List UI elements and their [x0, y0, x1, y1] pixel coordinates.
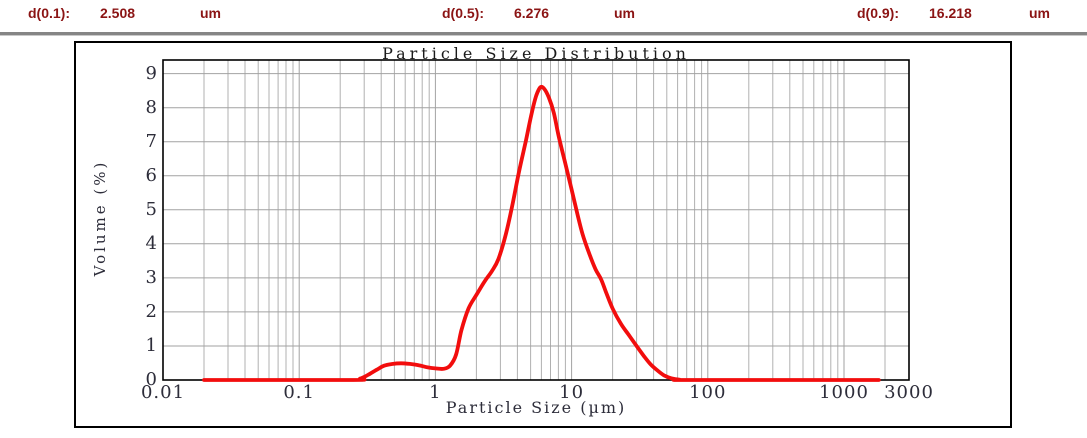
y-tick-label: 8 [145, 96, 158, 118]
y-tick-label: 5 [145, 198, 158, 220]
y-tick-label: 0 [145, 369, 158, 390]
x-tick-label: 0.1 [283, 382, 315, 403]
y-tick-label: 7 [145, 130, 158, 152]
y-tick-label: 3 [145, 266, 158, 288]
plot-border [162, 59, 910, 381]
d90-value: 16.218 [929, 5, 972, 21]
y-tick-label: 4 [145, 232, 158, 254]
d10-label: d(0.1): [28, 5, 70, 21]
header-divider [0, 32, 1087, 36]
x-tick-label: 1 [429, 382, 442, 403]
y-tick-label: 6 [145, 164, 158, 186]
d50-unit: um [614, 5, 635, 21]
x-tick-label: 1000 [819, 382, 869, 403]
d10-value: 2.508 [100, 5, 136, 21]
x-tick-label: 0.01 [140, 382, 186, 403]
x-tick-label: 10 [559, 382, 585, 403]
d90-unit: um [1029, 5, 1050, 21]
y-tick-label: 9 [145, 62, 158, 84]
x-tick-label: 3000 [884, 382, 934, 403]
distribution-curve [202, 84, 881, 382]
chart-title: Particle Size Distribution [382, 44, 690, 63]
x-tick-label: 100 [689, 382, 727, 403]
d10-unit: um [200, 5, 221, 21]
chart-outer-frame [74, 41, 1012, 428]
d50-label: d(0.5): [442, 5, 484, 21]
y-tick-label: 1 [145, 334, 158, 356]
d50-value: 6.276 [514, 5, 550, 21]
d90-label: d(0.9): [857, 5, 899, 21]
y-axis-title: Volume (%) [91, 159, 109, 277]
y-tick-label: 2 [145, 300, 158, 322]
x-axis-title: Particle Size (µm) [445, 398, 627, 417]
